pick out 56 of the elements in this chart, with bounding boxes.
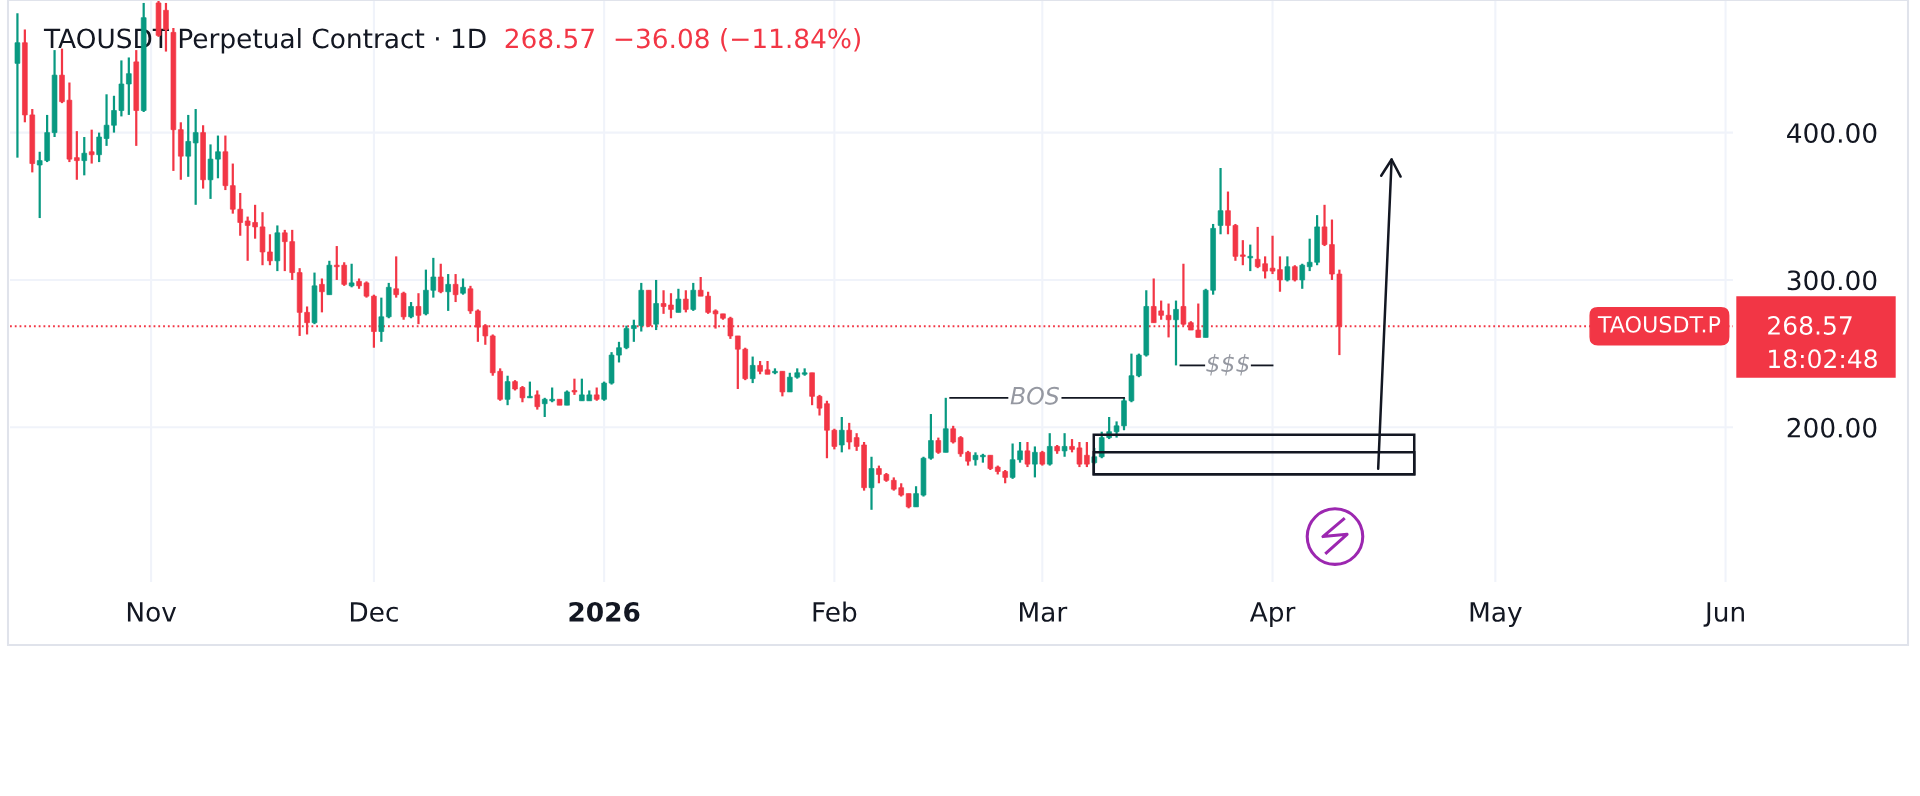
x-tick-label: Nov [127, 602, 177, 622]
y-tick-label: 400.00 [1787, 123, 1877, 144]
candlestick [378, 296, 385, 343]
x-tick-label: Feb [813, 601, 857, 622]
candlestick [943, 396, 949, 454]
candlestick [74, 130, 80, 181]
candlestick [690, 281, 697, 312]
candlestick [81, 135, 88, 177]
candlestick [675, 287, 682, 314]
candlestick [88, 128, 95, 165]
candlestick [653, 278, 659, 332]
candlestick [1024, 440, 1031, 469]
x-tick-label: 2026 [569, 601, 640, 622]
candlestick [846, 421, 852, 451]
candlestick [1284, 255, 1291, 283]
candlestick [1173, 299, 1179, 367]
candlestick [571, 377, 578, 396]
text: 268.57 −36.08 (−11.84%) [505, 28, 860, 52]
candlestick [185, 113, 192, 178]
candlestick [126, 56, 132, 117]
text: 268.57 [1768, 315, 1852, 335]
candlestick [839, 415, 845, 454]
candlestick [534, 389, 541, 411]
candlestick [393, 255, 399, 299]
candlestick [437, 262, 444, 295]
y-tick-label: 300.00 [1787, 270, 1877, 291]
candlestick [1247, 243, 1254, 273]
annotation: BOS [1010, 386, 1060, 405]
candlestick [1061, 432, 1068, 458]
candlestick [1299, 262, 1306, 290]
candlestick [749, 355, 756, 385]
candlestick [868, 455, 875, 511]
candlestick [683, 289, 689, 314]
x-tick-label: Dec [350, 602, 398, 622]
candlestick [348, 262, 355, 289]
x-tick-label: Mar [1020, 602, 1068, 622]
candlestick [779, 370, 786, 398]
candlestick [445, 272, 451, 312]
candlestick [504, 374, 511, 407]
candlestick [1046, 432, 1053, 467]
annotation: $$$ [1206, 353, 1249, 376]
text: 18:02:48 [1769, 349, 1877, 369]
candlestick [1165, 302, 1172, 339]
x-tick-label: May [1470, 602, 1522, 627]
candlestick [1217, 166, 1224, 236]
candlestick [452, 272, 459, 304]
candlestick [1240, 239, 1246, 267]
candlestick [14, 12, 21, 159]
candlestick [192, 107, 199, 206]
ref-line-label: TAOUSDT.P [1597, 315, 1721, 333]
y-tick-label: 200.00 [1787, 417, 1877, 438]
candlestick [1032, 445, 1038, 479]
candlestick [400, 290, 407, 321]
x-tick-label: Apr [1249, 602, 1296, 627]
x-tick-label: Jun [1703, 602, 1744, 627]
candlestick [319, 277, 325, 314]
